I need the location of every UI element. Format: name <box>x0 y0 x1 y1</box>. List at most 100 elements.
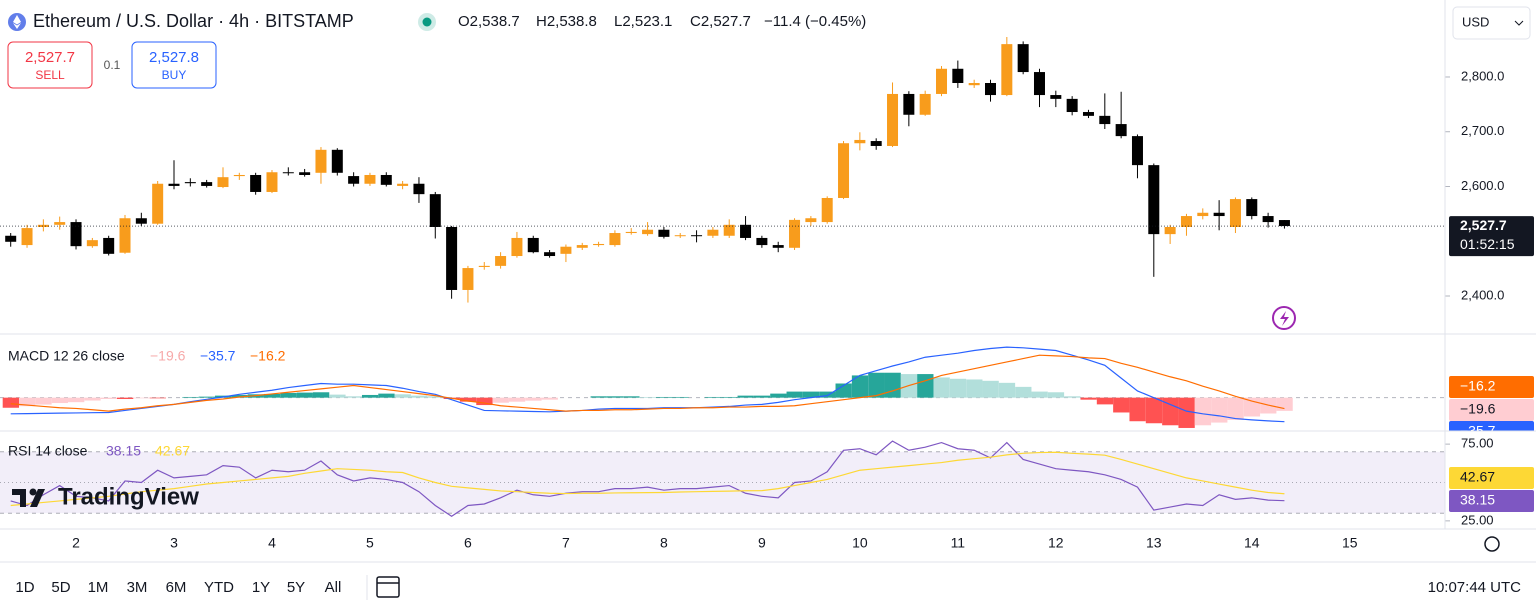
histogram-bar <box>459 397 477 402</box>
histogram-bar <box>655 396 673 398</box>
date-range-icon[interactable] <box>376 576 400 598</box>
range-button[interactable]: 6M <box>166 579 187 596</box>
candle-body <box>707 229 719 236</box>
candle-body <box>919 93 931 115</box>
candle-body <box>54 222 66 225</box>
buy-label[interactable]: BUY <box>162 68 187 82</box>
histogram-axis-tag <box>1449 399 1534 421</box>
clock[interactable]: 10:07:44 UTC <box>1428 579 1522 596</box>
rsi-axis-tag <box>1449 467 1534 489</box>
ohlc-change: −11.4 (−0.45%) <box>764 13 866 30</box>
candle-body <box>1197 212 1209 217</box>
histogram-bar <box>868 372 885 398</box>
histogram-legend-value: −19.6 <box>150 348 186 364</box>
candle-body <box>233 174 245 177</box>
candle-body <box>985 83 996 96</box>
signal-legend-value: −16.2 <box>250 348 286 364</box>
candle-body <box>5 235 17 242</box>
candle-body <box>1229 199 1241 228</box>
candle-body <box>1017 44 1029 73</box>
candle-body <box>838 143 850 198</box>
range-button[interactable]: 3M <box>127 579 148 596</box>
histogram-bar <box>933 377 950 398</box>
symbol-title[interactable]: Ethereum / U.S. Dollar · 4h · BITSTAMP <box>33 11 354 31</box>
signal-axis-label: −16.2 <box>1460 378 1496 394</box>
histogram-bar <box>231 394 248 398</box>
alert-icon-glyph <box>1280 311 1289 326</box>
histogram-bar <box>508 397 526 402</box>
signal-line <box>10 354 1285 412</box>
histogram-bar <box>2 397 19 408</box>
histogram-bar <box>296 392 313 398</box>
market-status[interactable] <box>422 17 432 27</box>
candle-body <box>609 233 621 246</box>
sell-label[interactable]: SELL <box>35 68 65 82</box>
candle-body <box>331 149 343 173</box>
candle-body <box>184 182 196 184</box>
candle-body <box>1131 136 1143 166</box>
buy-price[interactable]: 2,527.8 <box>149 49 199 66</box>
settings-icon[interactable] <box>1484 536 1500 552</box>
brand-name[interactable]: TradingView <box>58 483 199 510</box>
candle-body <box>135 218 147 224</box>
rsi-axis-tag <box>1449 490 1534 512</box>
x-tick-label: 3 <box>170 535 178 551</box>
candle-body <box>217 177 229 188</box>
range-button[interactable]: All <box>325 579 342 596</box>
histogram-bar <box>998 382 1016 398</box>
range-button[interactable]: 5Y <box>287 579 305 596</box>
buy-button[interactable] <box>131 41 217 89</box>
histogram-bar <box>263 393 281 398</box>
rsi-legend-value: 42.67 <box>155 443 190 459</box>
price-pane <box>0 37 1445 303</box>
histogram-bar <box>606 396 624 398</box>
axes: 2,400.0 2,600.0 2,700.0 2,800.0 2 3 4 5 6 7 8 9 10 11… <box>72 68 1534 551</box>
histogram-bar <box>476 397 493 406</box>
histogram-bar <box>312 392 330 398</box>
candle-body <box>1033 72 1045 96</box>
y-tick-label: 25.00 <box>1461 512 1494 527</box>
range-button[interactable]: 1Y <box>252 579 270 596</box>
ohlc-close: C2,527.7 <box>690 13 751 30</box>
histogram-bar <box>492 397 509 403</box>
range-button[interactable]: YTD <box>204 579 234 596</box>
y-tick-label: 2,800.0 <box>1461 68 1504 83</box>
rsi-line <box>10 440 1285 517</box>
histogram-bar <box>1080 397 1097 400</box>
histogram-bar <box>966 379 983 398</box>
candle-body <box>625 231 637 234</box>
rsi-legend-title: RSI 14 close <box>8 443 88 459</box>
candle-body <box>887 93 899 146</box>
candle-body <box>527 237 539 253</box>
histogram-bar <box>117 397 134 399</box>
candle-body <box>250 174 262 192</box>
alert-icon[interactable] <box>1272 306 1296 330</box>
x-tick-label: 7 <box>562 535 570 551</box>
rsi-pane: 25.00 75.00 RSI 14 close 38.15 38.15 42.67 42.… <box>0 436 1534 527</box>
histogram-bar <box>1031 391 1048 398</box>
range-button[interactable]: 1D <box>15 579 34 596</box>
candle-body <box>658 229 670 237</box>
currency-dropdown[interactable] <box>1452 6 1531 40</box>
macd-pane: MACD 12 26 close −19.6 −35.7 −16.2 −16.2 −19.… <box>0 346 1534 431</box>
sell-button[interactable] <box>7 41 93 89</box>
histogram-bar <box>378 393 395 398</box>
histogram-bar <box>1047 392 1065 398</box>
histogram-bar <box>802 391 820 398</box>
ohlc-open: O2,538.7 <box>458 13 520 30</box>
candle-body <box>903 93 915 115</box>
sell-price[interactable]: 2,527.7 <box>25 49 75 66</box>
macd-legend-value: −35.7 <box>200 348 236 364</box>
candle-body <box>478 265 490 267</box>
x-tick-label: 4 <box>268 535 276 551</box>
histogram-bar <box>394 394 411 398</box>
candle-body <box>266 172 278 192</box>
range-button[interactable]: 5D <box>51 579 70 596</box>
histogram-bar <box>68 397 85 403</box>
candle-body <box>1050 95 1062 99</box>
histogram-bar <box>737 395 754 398</box>
range-button[interactable]: 1M <box>88 579 109 596</box>
histogram-bar <box>721 396 738 398</box>
currency-label[interactable]: USD <box>1462 14 1489 29</box>
histogram-bar <box>819 391 836 398</box>
